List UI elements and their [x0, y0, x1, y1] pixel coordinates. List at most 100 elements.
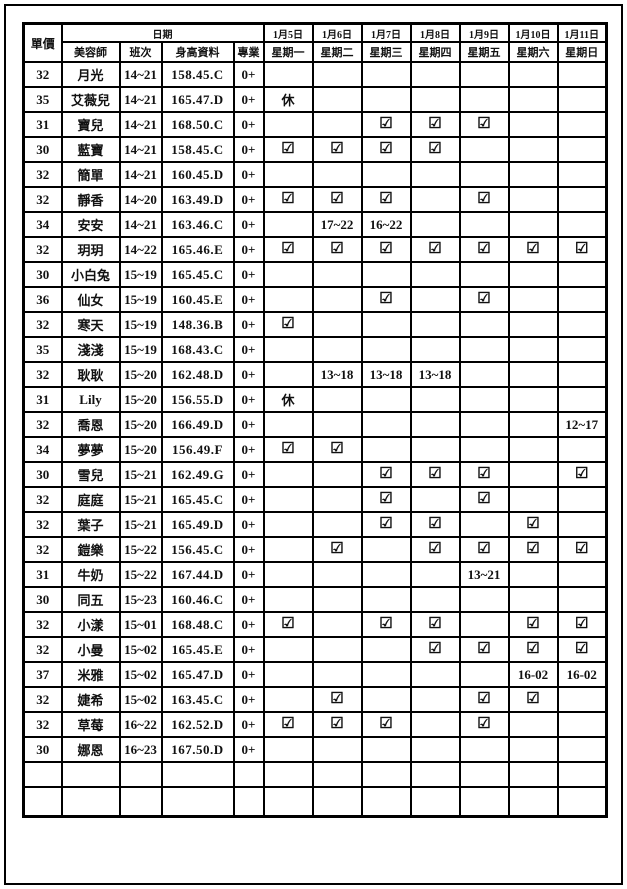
schedule-cell — [556, 111, 608, 138]
schedule-checkbox-cell: ☑ — [311, 186, 363, 213]
schedule-checkbox-cell: ☑ — [507, 511, 559, 538]
schedule-checkbox-cell: ☑ — [262, 311, 314, 338]
schedule-checkbox-cell: ☑ — [409, 636, 461, 663]
weekday-header: 星期二 — [311, 41, 363, 63]
schedule-cell — [311, 461, 363, 488]
height-data-cell: 165.45.E — [160, 636, 235, 663]
schedule-cell — [409, 286, 461, 313]
schedule-cell — [507, 736, 559, 763]
schedule-cell — [311, 661, 363, 688]
schedule-cell — [507, 761, 559, 788]
schedule-checkbox-cell: ☑ — [311, 711, 363, 738]
schedule-checkbox-cell: ☑ — [360, 711, 412, 738]
table-row: 34 安安 14~21 163.46.C 0+ 17~22 16~22 — [22, 211, 608, 238]
table-row: 34 夢夢 15~20 156.49.F 0+ ☑ ☑ — [22, 436, 608, 463]
schedule-cell: 休 — [262, 386, 314, 413]
price-cell: 34 — [22, 436, 63, 463]
specialty-cell: 0+ — [232, 511, 265, 538]
schedule-cell — [556, 786, 608, 818]
schedule-cell: 16-02 — [556, 661, 608, 688]
schedule-checkbox-cell: ☑ — [507, 611, 559, 638]
shift-cell: 15~19 — [118, 286, 163, 313]
schedule-cell — [556, 336, 608, 363]
beautician-name: 簡單 — [60, 161, 121, 188]
schedule-cell — [556, 311, 608, 338]
price-cell: 32 — [22, 511, 63, 538]
schedule-cell — [556, 86, 608, 113]
specialty-cell: 0+ — [232, 411, 265, 438]
price-cell: 32 — [22, 61, 63, 88]
schedule-cell — [360, 261, 412, 288]
schedule-cell — [262, 411, 314, 438]
schedule-cell — [507, 561, 559, 588]
schedule-cell — [556, 511, 608, 538]
price-cell: 32 — [22, 486, 63, 513]
shift-column-header: 班次 — [118, 41, 163, 63]
schedule-checkbox-cell: ☑ — [409, 236, 461, 263]
schedule-cell — [507, 286, 559, 313]
schedule-cell: 12~17 — [556, 411, 608, 438]
schedule-checkbox-cell: ☑ — [458, 536, 510, 563]
specialty-cell: 0+ — [232, 111, 265, 138]
height-data-cell: 156.55.D — [160, 386, 235, 413]
beautician-name: 牛奶 — [60, 561, 121, 588]
specialty-cell: 0+ — [232, 686, 265, 713]
specialty-cell: 0+ — [232, 586, 265, 613]
price-cell: 31 — [22, 386, 63, 413]
day-date: 1月10日 — [507, 22, 559, 43]
beautician-name: 寒天 — [60, 311, 121, 338]
height-data-cell: 167.44.D — [160, 561, 235, 588]
beautician-name: 鎧樂 — [60, 536, 121, 563]
schedule-cell: 13~18 — [360, 361, 412, 388]
schedule-checkbox-cell: ☑ — [360, 286, 412, 313]
schedule-checkbox-cell: ☑ — [507, 686, 559, 713]
beautician-name: 月光 — [60, 61, 121, 88]
shift-cell: 14~21 — [118, 61, 163, 88]
price-column-header: 單價 — [22, 22, 63, 63]
beautician-name: 淺淺 — [60, 336, 121, 363]
price-cell: 34 — [22, 211, 63, 238]
schedule-cell — [311, 736, 363, 763]
weekday-header-sunday: 星期日 — [556, 41, 608, 63]
schedule-checkbox-cell: ☑ — [262, 136, 314, 163]
height-data-cell: 158.45.C — [160, 61, 235, 88]
schedule-cell — [409, 736, 461, 763]
height-data-cell: 163.46.C — [160, 211, 235, 238]
price-cell: 32 — [22, 361, 63, 388]
height-data-cell — [160, 761, 235, 788]
schedule-cell: 16~22 — [360, 211, 412, 238]
shift-cell: 15~19 — [118, 336, 163, 363]
height-data-cell: 162.48.D — [160, 361, 235, 388]
schedule-cell — [262, 661, 314, 688]
schedule-cell — [458, 261, 510, 288]
schedule-cell — [360, 636, 412, 663]
weekday-header: 星期一 — [262, 41, 314, 63]
shift-cell: 15~01 — [118, 611, 163, 638]
schedule-cell: 16-02 — [507, 661, 559, 688]
shift-cell: 16~22 — [118, 711, 163, 738]
schedule-cell — [458, 311, 510, 338]
schedule-cell: 13~18 — [409, 361, 461, 388]
table-row: 35 淺淺 15~19 168.43.C 0+ — [22, 336, 608, 363]
shift-cell: 15~23 — [118, 586, 163, 613]
beautician-name — [60, 761, 121, 788]
shift-cell: 15~20 — [118, 361, 163, 388]
specialty-cell: 0+ — [232, 261, 265, 288]
height-data-cell: 160.45.D — [160, 161, 235, 188]
schedule-cell — [556, 711, 608, 738]
beautician-name: 雪兒 — [60, 461, 121, 488]
shift-cell: 15~21 — [118, 486, 163, 513]
price-cell: 32 — [22, 536, 63, 563]
beautician-name: 米雅 — [60, 661, 121, 688]
specialty-column-header: 專業 — [232, 41, 265, 63]
day-date: 1月5日 — [262, 22, 314, 43]
schedule-cell — [458, 761, 510, 788]
schedule-cell — [409, 486, 461, 513]
specialty-cell: 0+ — [232, 361, 265, 388]
height-data-cell: 163.49.D — [160, 186, 235, 213]
schedule-cell — [556, 211, 608, 238]
shift-cell: 14~21 — [118, 136, 163, 163]
schedule-cell — [311, 636, 363, 663]
price-cell: 32 — [22, 236, 63, 263]
table-row: 32 葉子 15~21 165.49.D 0+ ☑ ☑ ☑ — [22, 511, 608, 538]
